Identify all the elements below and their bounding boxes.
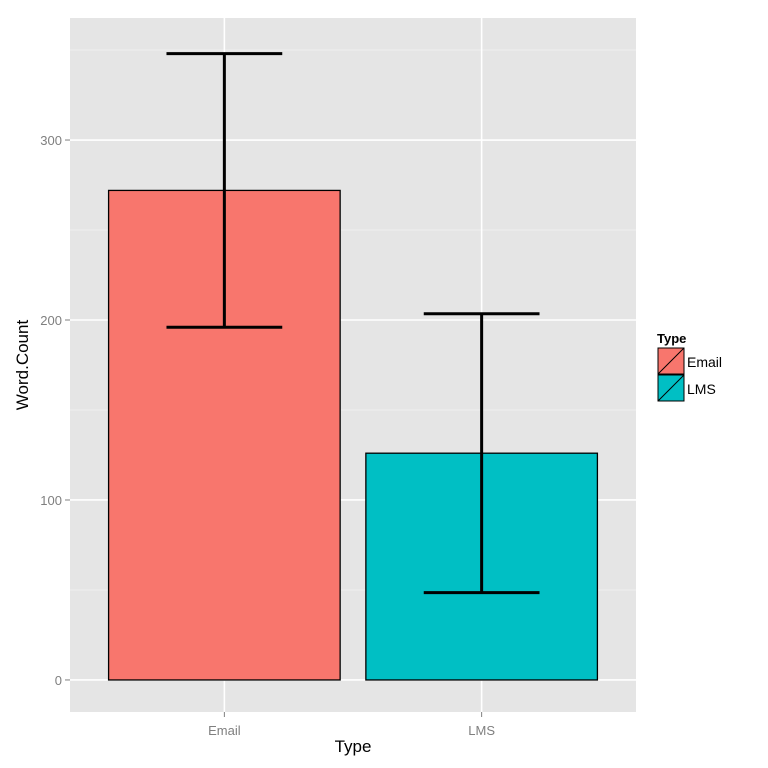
x-axis-title: Type — [335, 737, 372, 756]
bars — [107, 189, 599, 681]
legend-key-slash — [657, 347, 685, 375]
y-tick-label: 0 — [55, 673, 62, 688]
x-axis: Email LMS — [208, 712, 495, 738]
y-tick-label: 100 — [40, 493, 62, 508]
legend-key-slash — [657, 374, 685, 402]
legend-label: Email — [687, 354, 722, 370]
legend: Type Email LMS — [657, 331, 722, 402]
x-tick-label: Email — [208, 723, 241, 738]
legend-title: Type — [657, 331, 686, 346]
y-tick-label: 200 — [40, 313, 62, 328]
y-axis: 0 100 200 300 — [40, 133, 70, 688]
legend-label: LMS — [687, 381, 716, 397]
x-tick-label: LMS — [468, 723, 495, 738]
error-bars — [166, 52, 540, 595]
y-tick-label: 300 — [40, 133, 62, 148]
y-axis-title: Word.Count — [13, 320, 32, 411]
